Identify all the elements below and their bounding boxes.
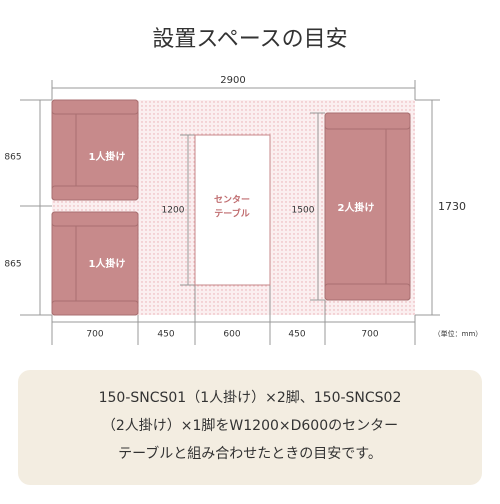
sofa-2	[324, 112, 411, 301]
dim-label: 700	[86, 330, 103, 340]
dim-label: 600	[223, 330, 240, 340]
dim-label: 700	[361, 330, 378, 340]
sofa-label: 2人掛け	[338, 201, 375, 214]
sofa-1-bottom	[51, 211, 139, 316]
center-table	[194, 134, 271, 286]
dim-label: 2900	[220, 75, 245, 86]
dim-label: 865	[4, 260, 21, 270]
dim-label: 1200	[162, 206, 185, 216]
unit-note: （単位：mm）	[434, 329, 483, 338]
dim-label: 450	[288, 330, 305, 340]
title: 設置スペースの目安	[152, 27, 347, 52]
dim-label: 450	[157, 330, 174, 340]
dim-label: 1730	[438, 200, 466, 213]
caption-line: （2人掛け）×1脚をW1200×D600のセンター	[102, 418, 398, 434]
caption-box	[18, 370, 482, 485]
sofa-label: 1人掛け	[89, 150, 126, 163]
caption-line: テーブルと組み合わせたときの目安です。	[118, 445, 382, 462]
sofa-label: 1人掛け	[89, 257, 126, 270]
sofa-1-top	[51, 99, 139, 201]
dim-label: 1500	[292, 206, 315, 216]
dimension-lines	[20, 80, 440, 345]
caption-line: 150-SNCS01（1人掛け）×2脚、150-SNCS02	[99, 390, 402, 406]
table-label: センター	[214, 194, 250, 206]
bottom-dims: 700 450 600 450 700	[86, 330, 378, 340]
dim-label: 865	[4, 153, 21, 163]
table-label: テーブル	[214, 208, 249, 220]
